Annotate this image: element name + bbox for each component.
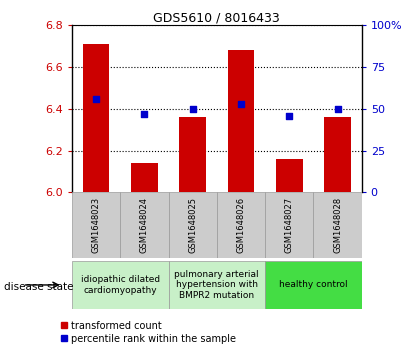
- Bar: [228, 50, 254, 192]
- Text: idiopathic dilated
cardiomyopathy: idiopathic dilated cardiomyopathy: [81, 275, 160, 295]
- Bar: [314, 192, 362, 258]
- Text: healthy control: healthy control: [279, 281, 348, 289]
- Text: GSM1648026: GSM1648026: [236, 197, 245, 253]
- Bar: [179, 117, 206, 192]
- Bar: [276, 159, 302, 192]
- Bar: [324, 117, 351, 192]
- Bar: [169, 261, 265, 309]
- Point: [141, 111, 148, 117]
- Text: GSM1648027: GSM1648027: [285, 197, 294, 253]
- Bar: [72, 192, 120, 258]
- Point: [189, 106, 196, 112]
- Bar: [120, 192, 169, 258]
- Bar: [265, 261, 362, 309]
- Point: [286, 113, 293, 118]
- Bar: [72, 261, 169, 309]
- Bar: [169, 192, 217, 258]
- Text: GSM1648024: GSM1648024: [140, 197, 149, 253]
- Text: pulmonary arterial
hypertension with
BMPR2 mutation: pulmonary arterial hypertension with BMP…: [175, 270, 259, 300]
- Text: disease state: disease state: [4, 282, 74, 292]
- Text: GSM1648028: GSM1648028: [333, 197, 342, 253]
- Title: GDS5610 / 8016433: GDS5610 / 8016433: [153, 11, 280, 24]
- Text: GSM1648023: GSM1648023: [92, 197, 101, 253]
- Point: [238, 101, 244, 107]
- Legend: transformed count, percentile rank within the sample: transformed count, percentile rank withi…: [56, 317, 240, 347]
- Bar: [217, 192, 265, 258]
- Bar: [83, 44, 109, 192]
- Bar: [131, 163, 158, 192]
- Bar: [265, 192, 314, 258]
- Point: [93, 96, 99, 102]
- Text: GSM1648025: GSM1648025: [188, 197, 197, 253]
- Point: [334, 106, 341, 112]
